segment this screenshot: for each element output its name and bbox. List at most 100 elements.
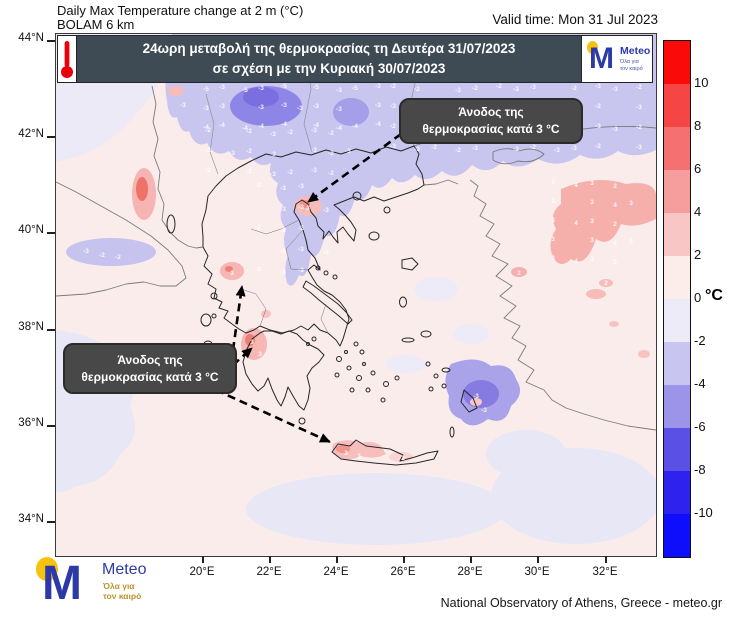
note-line2: θερμοκρασίας κατά 3 °C: [422, 122, 560, 136]
grid-value-label: -3: [636, 144, 642, 151]
meteo-logo-m: M: [589, 42, 614, 75]
grid-value-label: -3: [280, 185, 286, 192]
lon-tick-label: 20°E: [189, 566, 215, 578]
grid-value-label: -3: [571, 145, 577, 152]
grid-value-label: -4: [313, 122, 319, 129]
grid-value-label: -2: [205, 127, 211, 134]
grid-value-label: -3: [298, 267, 304, 274]
thermometer-icon: [57, 35, 77, 83]
grid-value-label: 4: [574, 182, 578, 189]
meteo-brand: Meteo: [102, 561, 147, 578]
grid-value-label: -2: [595, 143, 601, 150]
grid-value-label: 4: [613, 240, 617, 247]
lon-tick-label: 30°E: [524, 566, 550, 578]
coastline-evia: [302, 280, 353, 325]
lon-tick-mark: [537, 556, 539, 563]
lon-tick-label: 28°E: [457, 566, 483, 578]
lon-tick-label: 26°E: [390, 566, 416, 578]
grid-value-label: -3: [83, 248, 89, 255]
grid-value-label: -3: [270, 151, 276, 158]
grid-value-label: 2: [604, 280, 608, 287]
field-warm-spot: [168, 86, 184, 96]
grid-value-label: -3: [298, 204, 304, 211]
weather-map: -5 -3 -5 -3 -5 -5 -3 -5 -3 -3 -3 -3 -3 -3 -3 -3 -3 -3 -4 -4…: [55, 33, 657, 557]
grid-value-label: 2: [613, 221, 617, 228]
grid-value-label: -2: [255, 224, 261, 231]
grid-value-label: -3: [298, 246, 304, 253]
grid-value-label: -2: [205, 147, 211, 154]
coastline-albania: [151, 85, 204, 249]
colorbar-tick-label: 6: [694, 161, 702, 176]
lon-tick-mark: [605, 556, 607, 563]
colorbar-tick-label: 8: [694, 118, 702, 133]
grid-value-label: 3: [551, 217, 555, 224]
colorbar-segment: [664, 84, 690, 127]
arrow-to-macedonia: [307, 132, 402, 204]
meteo-tagline-line2: τον καιρό: [103, 591, 142, 602]
grid-value-label: 2: [517, 270, 521, 277]
coastline-turkey-west: [423, 179, 656, 431]
map-title: 24ωρη μεταβολή της θερμοκρασίας τη Δευτέ…: [77, 35, 582, 83]
field-warm-core: [245, 334, 255, 346]
field-warm-spot: [638, 350, 650, 358]
lon-tick-mark: [336, 556, 338, 563]
grid-value-label: -4: [281, 121, 287, 128]
field-warm-spot: [609, 321, 619, 327]
grid-value-label: -2: [390, 83, 396, 90]
grid-value-label: -3: [280, 206, 286, 213]
grid-value-label: -3: [180, 102, 186, 109]
meteo-logo-footer: M Meteo Όλα για τον καιρό: [30, 552, 200, 612]
colorbar-tick-label: -2: [694, 333, 706, 348]
grid-value-label: -3: [375, 102, 381, 109]
meteo-logo-dot: [36, 557, 58, 581]
grid-value-label: 2: [401, 455, 405, 462]
annotation-note-west: Άνοδος της θερμοκρασίας κατά 3 °C: [63, 343, 237, 394]
grid-value-label: -2: [287, 169, 293, 176]
grid-value-label: -3: [297, 105, 303, 112]
grid-value-label: 3: [357, 453, 361, 460]
grid-value-label: -3: [375, 83, 381, 90]
colorbar-segment: [664, 299, 690, 342]
lon-tick-mark: [202, 556, 204, 563]
note-line1: Άνοδος της: [117, 352, 183, 367]
colorbar-segment: [664, 514, 690, 557]
colorbar-tick-label: -8: [694, 462, 706, 477]
grid-value-label: -3: [323, 207, 329, 214]
meteo-logo-dot: [587, 41, 598, 54]
grid-value-label: -3: [313, 103, 319, 110]
colorbar-segment: [664, 428, 690, 471]
islands: [166, 191, 478, 438]
meteo-tagline-line2: τον καιρό: [620, 65, 643, 72]
grid-value-label: -2: [298, 225, 304, 232]
grid-value-label: -3: [472, 145, 478, 152]
grid-value-label: -3: [270, 171, 276, 178]
grid-value-label: -3: [336, 106, 342, 113]
field-cool-patch: [66, 238, 156, 266]
map-title-banner: 24ωρη μεταβολή της θερμοκρασίας τη Δευτέ…: [57, 35, 653, 83]
colorbar-segment: [664, 41, 690, 84]
grid-value-label: -2: [571, 85, 577, 92]
grid-value-label: -4: [242, 125, 248, 132]
grid-value-label: -3: [345, 148, 351, 155]
grid-value-label: -3: [280, 269, 286, 276]
lon-tick-label: 24°E: [323, 566, 349, 578]
colorbar-tick-label: 4: [694, 204, 702, 219]
internal-borders: [240, 219, 329, 334]
grid-value-label: -2: [246, 168, 252, 175]
grid-value-label: -3: [530, 84, 536, 91]
grid-value-label: -4: [336, 125, 342, 132]
meteo-logo-m: M: [42, 557, 82, 610]
grid-value-label: -2: [636, 84, 642, 91]
grid-value-label: -3: [554, 147, 560, 154]
grid-value-label: -3: [281, 102, 287, 109]
lon-tick-label: 22°E: [256, 566, 282, 578]
lat-tick-label: 42°N: [18, 128, 44, 140]
grid-value-label: -2: [390, 123, 396, 130]
grid-value-label: -2: [472, 85, 478, 92]
grid-value-label: 4: [574, 220, 578, 227]
border-balkans: [205, 93, 219, 175]
colorbar-segment: [664, 127, 690, 170]
colorbar-segment: [664, 213, 690, 256]
grid-value-label: -2: [328, 130, 334, 137]
grid-value-label: -5: [352, 85, 358, 92]
